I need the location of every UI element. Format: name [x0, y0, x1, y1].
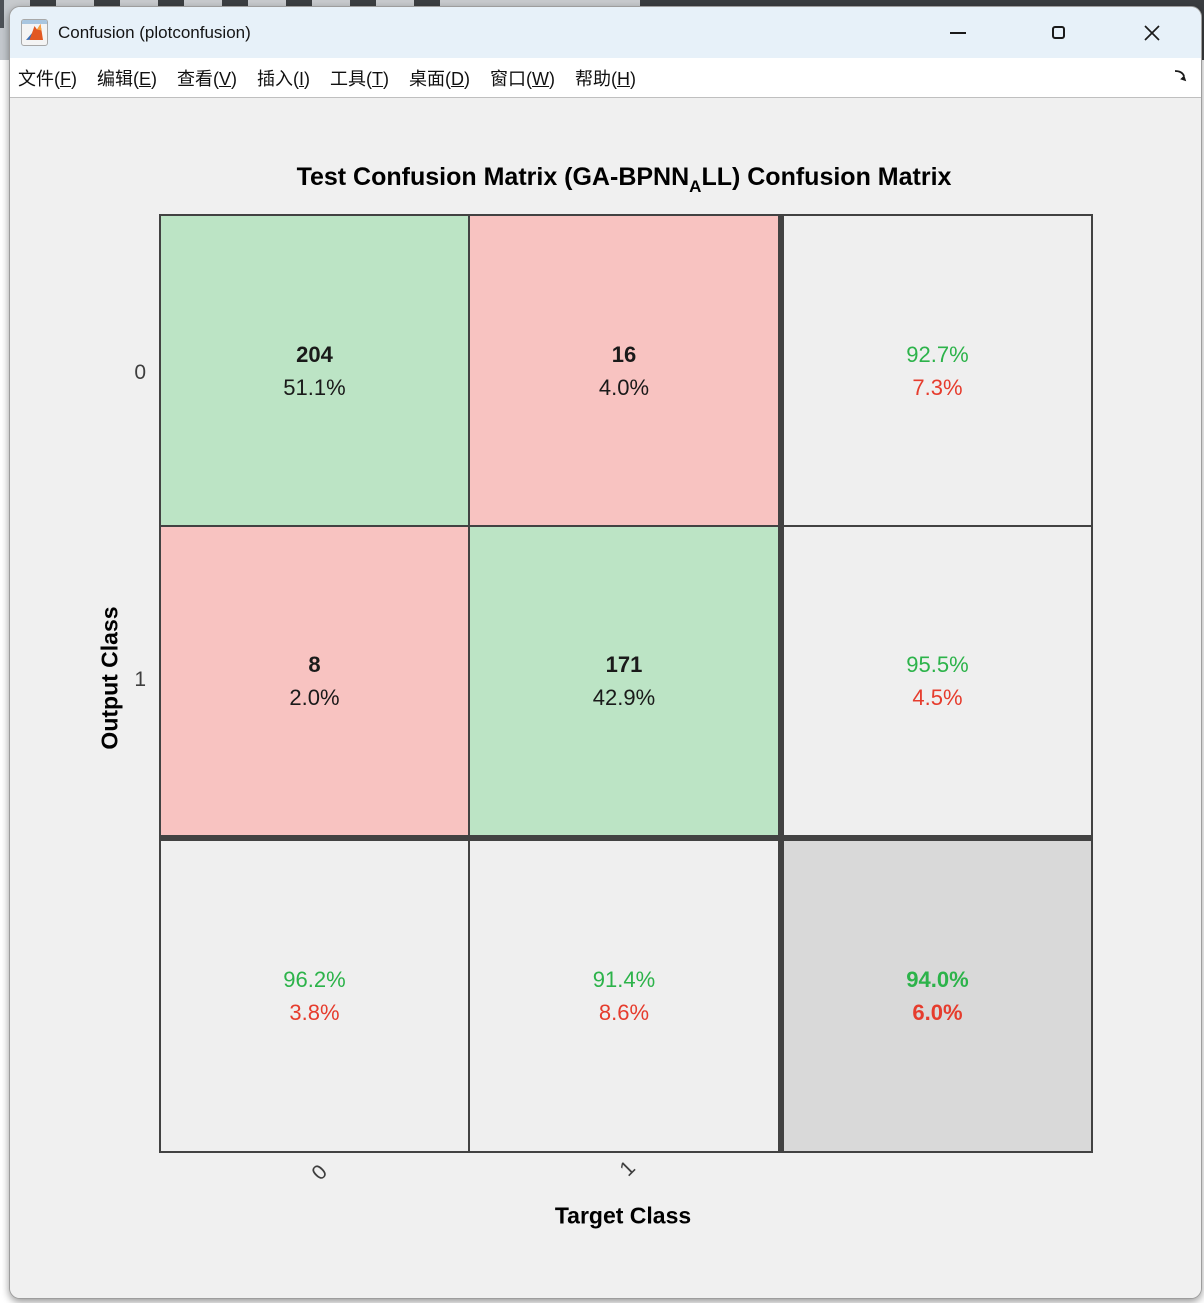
menu-item-file[interactable]: 文件(F)	[18, 68, 77, 89]
cell-percent: 4.0%	[598, 374, 650, 400]
x-axis-label: Target Class	[554, 1202, 692, 1229]
matlab-figure-window: Confusion (plotconfusion) 文件(F) 编辑(E) 查看…	[9, 6, 1202, 1299]
menu-item-tools[interactable]: 工具(T)	[330, 68, 390, 89]
confusion-matrix-grid: 204 51.1% 16 4.0% 92.7% 7.3% 8 2.0% 171 …	[159, 214, 1093, 1153]
cell-count: 204	[296, 341, 333, 367]
cell-output0-target0: 204 51.1%	[161, 216, 468, 525]
summary-correct-pct: 95.5%	[906, 652, 969, 677]
cell-output1-target1: 171 42.9%	[470, 527, 778, 835]
matlab-logo-icon	[21, 19, 48, 46]
menu-item-help[interactable]: 帮助(H)	[575, 68, 637, 89]
menu-bar: 文件(F) 编辑(E) 查看(V) 插入(I) 工具(T) 桌面(D) 窗口(W…	[10, 58, 1201, 98]
cell-count: 8	[308, 652, 321, 677]
background-left-dark	[0, 0, 4, 28]
window-title: Confusion (plotconfusion)	[58, 22, 251, 42]
minimize-button[interactable]	[935, 10, 981, 55]
menu-item-window[interactable]: 窗口(W)	[490, 68, 556, 89]
background-window-behind-text	[30, 0, 450, 9]
summary-correct-pct: 96.2%	[283, 967, 346, 992]
cell-count: 16	[611, 341, 637, 367]
summary-incorrect-pct: 7.3%	[912, 374, 963, 400]
menu-item-view[interactable]: 查看(V)	[177, 68, 238, 89]
cell-percent: 51.1%	[283, 374, 346, 400]
dock-figure-button[interactable]	[1171, 66, 1191, 86]
close-button[interactable]	[1129, 10, 1175, 55]
menu-item-insert[interactable]: 插入(I)	[257, 68, 311, 89]
summary-incorrect-pct: 3.8%	[289, 1000, 340, 1025]
col-summary-target1: 91.4% 8.6%	[470, 841, 778, 1151]
title-subscript: A	[689, 177, 702, 196]
summary-correct-pct: 91.4%	[592, 967, 656, 992]
overall-incorrect-pct: 6.0%	[912, 1000, 963, 1025]
dock-arrow-icon	[1174, 70, 1187, 82]
summary-incorrect-pct: 4.5%	[912, 685, 963, 710]
cell-output1-target0: 8 2.0%	[161, 527, 468, 835]
overall-correct-pct: 94.0%	[906, 967, 969, 992]
plot-title: Test Confusion Matrix (GA-BPNNALL) Confu…	[296, 163, 952, 196]
col-summary-target0: 96.2% 3.8%	[161, 841, 468, 1151]
cell-output0-target1: 16 4.0%	[470, 216, 778, 525]
menu-item-desktop[interactable]: 桌面(D)	[409, 68, 471, 89]
row-summary-output0: 92.7% 7.3%	[784, 216, 1091, 525]
summary-incorrect-pct: 8.6%	[598, 1000, 650, 1025]
minimize-icon	[950, 31, 966, 34]
cell-percent: 2.0%	[289, 685, 340, 710]
overall-accuracy-cell: 94.0% 6.0%	[784, 841, 1091, 1151]
cell-count: 171	[605, 652, 643, 677]
y-axis-label: Output Class	[96, 606, 123, 750]
maximize-icon	[1051, 26, 1065, 39]
menu-item-edit[interactable]: 编辑(E)	[97, 68, 158, 89]
window-titlebar[interactable]: Confusion (plotconfusion)	[10, 7, 1201, 58]
y-tick-1: 1	[134, 668, 146, 691]
cell-percent: 42.9%	[592, 685, 656, 710]
background-left-edge	[0, 0, 10, 60]
summary-correct-pct: 92.7%	[906, 341, 969, 367]
close-icon	[1144, 24, 1160, 41]
maximize-button[interactable]	[1035, 10, 1081, 55]
y-tick-0: 0	[134, 361, 146, 384]
row-summary-output1: 95.5% 4.5%	[784, 527, 1091, 835]
